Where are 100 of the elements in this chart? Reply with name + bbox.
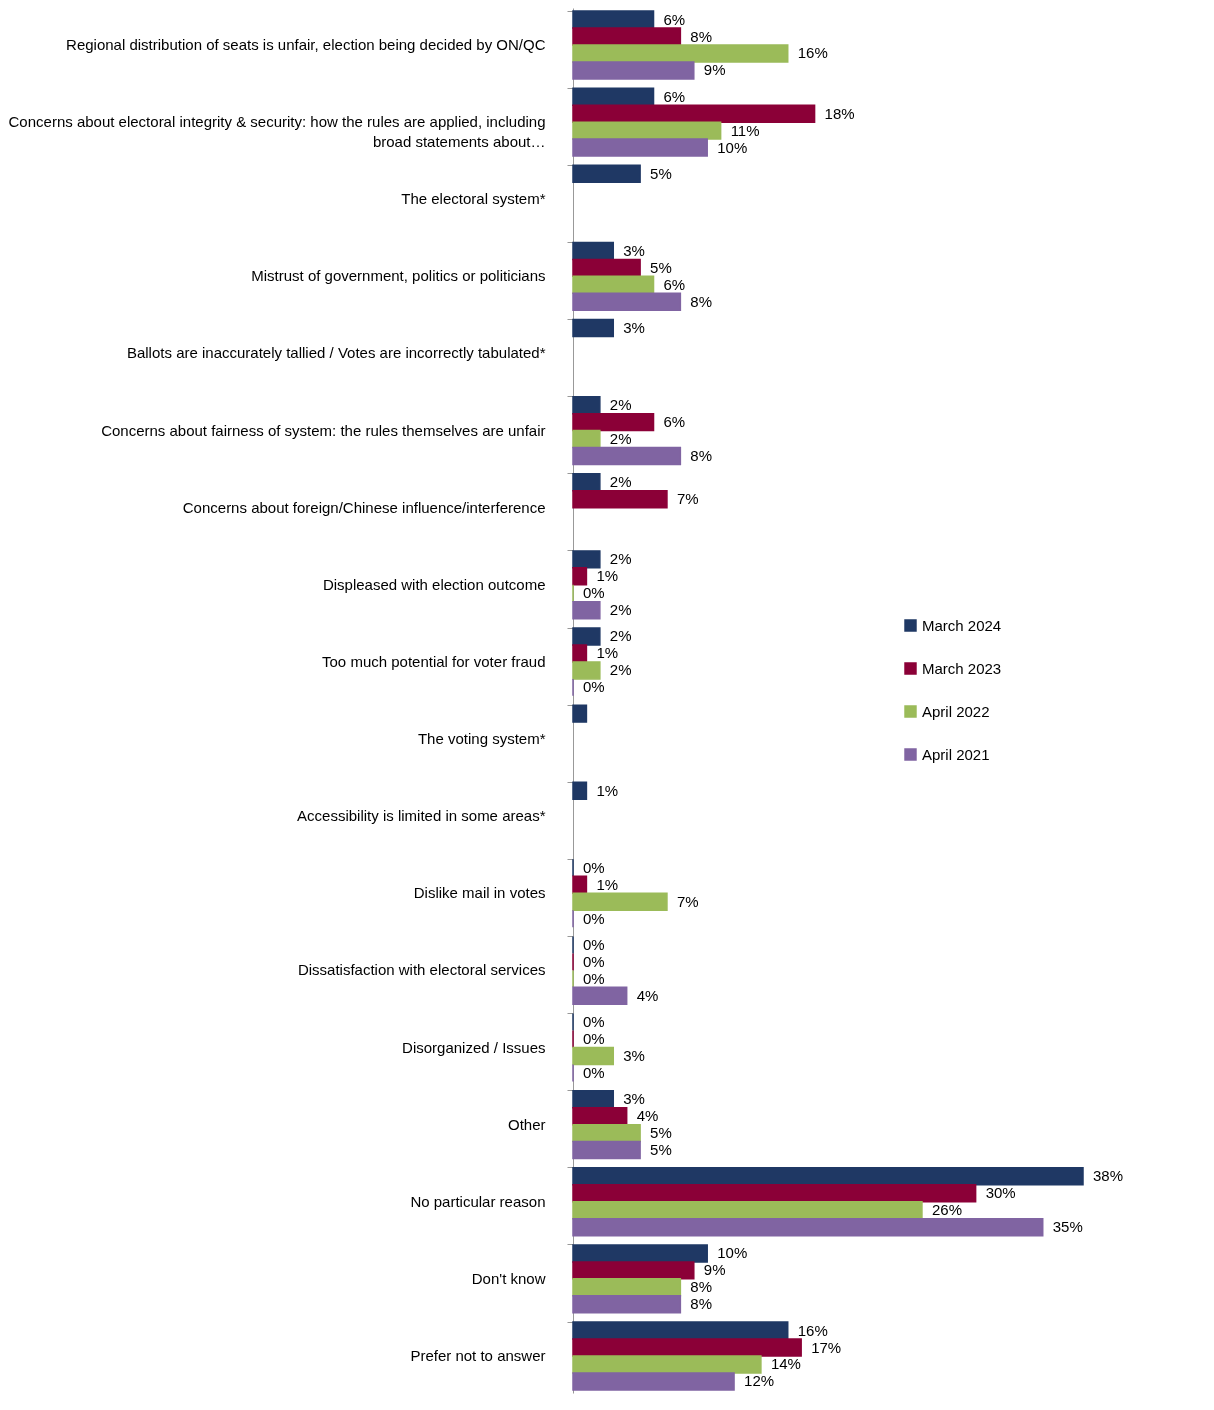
bar [572, 1244, 708, 1263]
data-label: 3% [623, 241, 645, 259]
data-label: 0% [583, 909, 605, 927]
data-label: 5% [650, 258, 672, 276]
data-label: 8% [690, 1295, 713, 1313]
legend-label: March 2024 [922, 616, 1002, 634]
data-label: 6% [663, 87, 686, 105]
y-tick-label: The voting system* [417, 730, 546, 748]
data-label: 30% [985, 1184, 1016, 1202]
bar [572, 87, 655, 106]
bar [572, 661, 601, 680]
bar [572, 275, 655, 295]
bar [572, 601, 601, 620]
y-tick-label: Mistrust of government, politics or politicians [251, 267, 546, 285]
bar [572, 412, 655, 432]
y-tick-label: Prefer not to answer [410, 1346, 546, 1364]
bar [572, 1140, 641, 1160]
data-label: 4% [636, 1107, 659, 1125]
bar [572, 489, 668, 509]
bar [572, 1106, 628, 1126]
data-label: 5% [650, 1141, 672, 1159]
y-tick-label: Concerns about fairness of system: the rules themselves are unfair [101, 421, 546, 439]
bar [572, 258, 641, 278]
y-tick-label: Ballots are inaccurately tallied / Votes are incorrectly tabulated* [126, 344, 546, 362]
y-tick-label: Accessibility is limited in some areas* [297, 807, 546, 825]
data-label: 9% [703, 1261, 726, 1279]
y-tick-label: Don't know [471, 1269, 546, 1287]
bar [572, 1338, 802, 1357]
data-label: 1% [596, 644, 619, 662]
data-label: 1% [596, 567, 619, 585]
data-label: 2% [609, 627, 632, 645]
data-label: 10% [717, 138, 748, 156]
data-label: 16% [797, 44, 828, 62]
data-label: 5% [650, 1124, 672, 1142]
y-tick-label: Regional distribution of seats is unfair, election being decided by ON/QC [66, 36, 546, 54]
bar [572, 627, 601, 646]
data-label: 8% [690, 27, 713, 45]
bar [572, 395, 601, 415]
bar [572, 138, 708, 157]
legend-label: April 2022 [922, 702, 990, 720]
bar [572, 318, 615, 338]
data-label: 5% [650, 164, 672, 182]
bar [572, 61, 695, 80]
data-label: 6% [663, 275, 686, 293]
bar [572, 446, 682, 466]
data-label: 18% [824, 104, 855, 122]
bar [572, 1295, 682, 1314]
y-tick-label: Dislike mail in votes [413, 884, 546, 902]
bar [572, 1046, 615, 1066]
data-label: 8% [690, 1278, 713, 1296]
bar [572, 1372, 735, 1391]
data-label: 0% [583, 678, 605, 696]
y-tick-label: Concerns about electoral integrity & security: how the rules are applied, including broad statements about… [8, 113, 546, 151]
bar [572, 164, 641, 184]
bar [572, 292, 682, 312]
bar [572, 429, 601, 449]
bar [572, 1355, 762, 1374]
bar [572, 550, 601, 569]
bar [572, 1184, 977, 1203]
data-label: 10% [717, 1244, 748, 1262]
bar [572, 10, 655, 29]
y-tick-label: Disorganized / Issues [402, 1038, 546, 1056]
data-label: 1% [596, 875, 619, 893]
data-label: 1% [596, 781, 619, 799]
data-label: 3% [623, 1090, 645, 1108]
data-label: 6% [663, 413, 686, 431]
data-label: 4% [636, 986, 659, 1004]
bar [572, 104, 816, 123]
data-label: 26% [931, 1201, 962, 1219]
bar [572, 473, 601, 492]
data-label: 2% [609, 601, 632, 619]
data-label: 2% [609, 661, 632, 679]
data-label: 16% [797, 1321, 828, 1339]
bar [572, 644, 588, 663]
data-label: 6% [663, 10, 686, 28]
bar [572, 892, 668, 912]
data-label: 11% [730, 121, 760, 139]
data-label: 38% [1093, 1167, 1124, 1185]
data-label: 3% [623, 319, 645, 337]
y-tick-label: Displeased with election outcome [322, 575, 546, 593]
data-label: 14% [770, 1355, 801, 1373]
data-label: 3% [623, 1047, 645, 1064]
data-label: 7% [676, 892, 699, 910]
y-tick-label: Other [507, 1115, 546, 1133]
bar [572, 1089, 615, 1109]
bar [572, 241, 615, 261]
data-label: 12% [744, 1372, 775, 1390]
y-tick-label: Concerns about foreign/Chinese influence/interference [182, 498, 546, 516]
bar [572, 1123, 641, 1143]
y-tick-label: Dissatisfaction with electoral services [297, 961, 546, 979]
bar [572, 704, 588, 723]
data-label: 8% [690, 292, 713, 310]
data-label: 7% [676, 490, 699, 508]
bar [572, 781, 588, 800]
y-tick-label: The electoral system* [401, 190, 546, 208]
data-label: 2% [609, 473, 632, 491]
bar [572, 567, 588, 586]
bar [572, 44, 789, 63]
data-label: 0% [583, 969, 605, 987]
data-label: 17% [811, 1338, 842, 1356]
